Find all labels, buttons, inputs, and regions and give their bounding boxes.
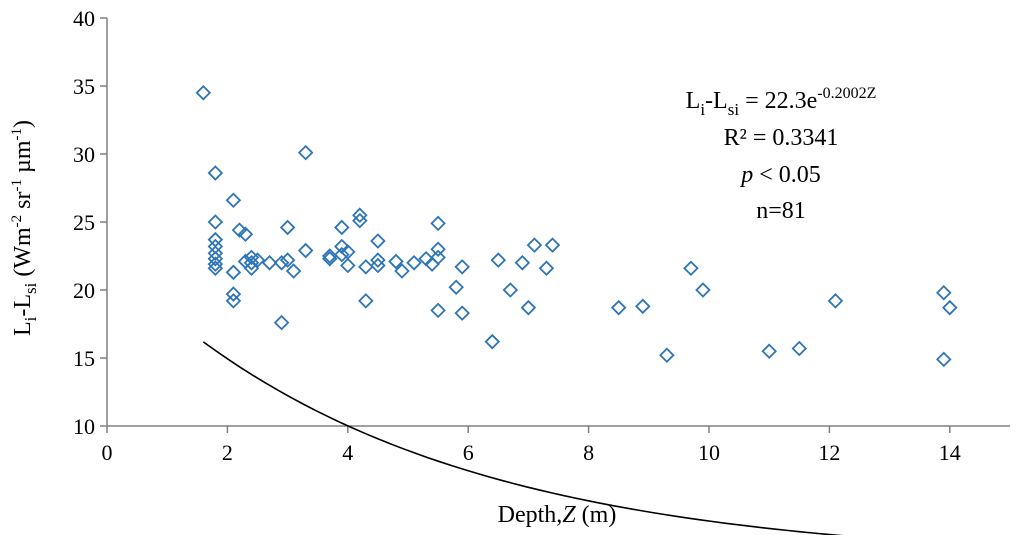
data-point <box>538 260 555 277</box>
x-tick-label: 0 <box>102 440 113 465</box>
x-tick-label: 2 <box>222 440 233 465</box>
data-point <box>370 252 386 268</box>
data-point <box>225 293 242 309</box>
x-axis-title: Depth,Z (m) <box>498 502 617 528</box>
data-point <box>827 293 844 309</box>
data-point <box>358 259 374 275</box>
data-point <box>761 343 777 359</box>
axes-layer: 10 15 20 25 30 35 40 0 2 4 6 8 10 12 14 <box>73 6 1010 465</box>
data-point <box>207 260 224 277</box>
data-point <box>406 255 422 271</box>
data-point <box>544 237 561 253</box>
x-tick-label: 8 <box>583 440 594 465</box>
data-point <box>207 245 224 262</box>
data-point <box>243 255 260 271</box>
data-point <box>237 226 254 243</box>
data-point <box>454 305 470 321</box>
y-axis-title: Li-Lsi (Wm-2 sr-1 µm-1) <box>9 120 40 336</box>
data-point <box>490 252 507 268</box>
y-tick-label: 35 <box>73 74 95 99</box>
data-point <box>249 252 266 268</box>
data-point <box>430 302 446 319</box>
data-point <box>659 347 675 364</box>
y-tick-label: 20 <box>73 278 95 303</box>
data-point <box>231 222 248 238</box>
data-point <box>942 299 958 316</box>
data-point <box>340 257 356 274</box>
data-point <box>791 340 808 357</box>
data-point <box>430 215 446 232</box>
data-point <box>430 249 446 266</box>
exponential-trendline <box>202 341 844 535</box>
data-point <box>279 219 296 236</box>
data-point <box>207 165 224 181</box>
data-point <box>321 250 338 267</box>
data-point <box>448 279 464 296</box>
r-squared-annotation: R² = 0.3341 <box>724 125 839 151</box>
data-point <box>225 264 242 281</box>
data-point <box>484 333 501 350</box>
p-value-annotation: p < 0.05 <box>739 162 821 188</box>
data-point <box>225 192 242 209</box>
data-point <box>936 351 952 368</box>
trendline-layer <box>202 341 844 535</box>
data-point <box>502 282 519 298</box>
n-annotation: n=81 <box>756 198 806 224</box>
data-point <box>334 219 350 236</box>
data-point <box>454 259 470 275</box>
y-tick-label: 10 <box>73 414 95 439</box>
data-point <box>520 299 537 316</box>
data-point <box>225 286 242 302</box>
y-tick-label: 40 <box>73 6 95 31</box>
data-point <box>279 252 296 268</box>
data-point <box>207 250 224 267</box>
x-tick-label: 4 <box>342 440 353 465</box>
data-point <box>297 144 314 161</box>
data-point <box>321 248 338 264</box>
data-point <box>358 293 374 309</box>
data-point <box>936 284 952 301</box>
data-point <box>285 263 302 279</box>
data-point <box>352 207 368 223</box>
data-point <box>526 237 543 253</box>
data-point <box>394 263 410 279</box>
data-point <box>430 241 446 257</box>
data-point <box>370 257 386 274</box>
data-points-layer <box>195 85 958 368</box>
data-point <box>273 255 290 271</box>
x-tick-label: 6 <box>463 440 474 465</box>
data-point <box>195 85 212 101</box>
y-tick-label: 25 <box>73 210 95 235</box>
data-point <box>207 256 224 272</box>
data-point <box>334 246 350 263</box>
data-point <box>388 253 404 270</box>
data-point <box>514 255 531 271</box>
data-point <box>352 212 368 229</box>
data-point <box>297 242 314 259</box>
y-tick-label: 30 <box>73 142 95 167</box>
data-point <box>635 298 651 315</box>
x-tick-label: 14 <box>939 440 961 465</box>
x-tick-label: 12 <box>818 440 840 465</box>
data-point <box>370 233 386 249</box>
y-tick-label: 15 <box>73 346 95 371</box>
data-point <box>695 282 711 298</box>
data-point <box>261 255 278 271</box>
data-point <box>207 214 224 230</box>
equation-annotation: Li-Lsi = 22.3e-0.2002Z <box>686 85 877 119</box>
data-point <box>683 260 699 277</box>
data-point <box>610 299 627 316</box>
x-tick-label: 10 <box>698 440 720 465</box>
data-point <box>273 314 290 331</box>
